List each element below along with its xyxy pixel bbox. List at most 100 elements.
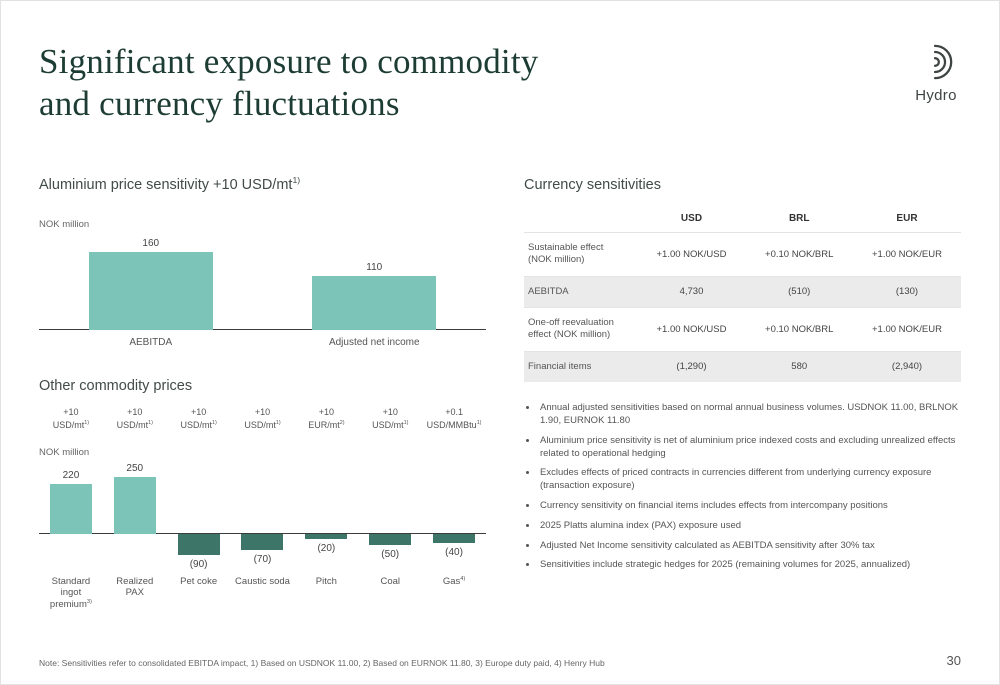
- chart-column: (50): [358, 462, 422, 574]
- chart-column: 160: [39, 236, 263, 332]
- unit-amount: +10: [318, 406, 334, 417]
- category-label: Pet coke: [180, 575, 218, 587]
- category-label-sup: 4): [460, 575, 466, 582]
- bar-value-label: (90): [189, 558, 208, 570]
- table-cell: +0.10 NOK/BRL: [765, 323, 834, 335]
- category-label: Gas4): [442, 575, 466, 587]
- bullet-item: Currency sensitivity on financial items …: [538, 500, 961, 513]
- unit-sup: 1): [476, 420, 482, 426]
- category-label: Standard ingot premium3): [49, 575, 92, 611]
- chart2-title: Other commodity prices: [39, 377, 193, 394]
- table-cell: 4,730: [679, 286, 704, 298]
- unit-amount: +0.1: [445, 406, 463, 417]
- bullet-item: Sensitivities include strategic hedges f…: [538, 559, 961, 572]
- category-label: Caustic soda: [235, 575, 290, 587]
- page-title-line2: and currency fluctuations: [39, 84, 400, 123]
- bar-pitch: [305, 533, 348, 539]
- chart1-axis-label: NOK million: [39, 219, 90, 230]
- row-label: Sustainable effect (NOK million): [528, 242, 604, 266]
- page-title-line1: Significant exposure to commodity: [39, 42, 539, 81]
- table-cell: (510): [788, 286, 811, 298]
- bullet-item: 2025 Platts alumina index (PAX) exposure…: [538, 520, 961, 533]
- unit-header: +10 EUR/mt2): [294, 406, 358, 433]
- unit-name: USD/mt1): [52, 420, 90, 430]
- chart-baseline: [39, 329, 486, 330]
- category-label: Coal: [380, 575, 400, 587]
- table-cell: (2,940): [891, 361, 923, 373]
- currency-table-title: Currency sensitivities: [524, 177, 661, 193]
- chart-column: 220: [39, 462, 103, 574]
- chart-baseline: [39, 532, 486, 534]
- column-header: BRL: [788, 213, 810, 224]
- slide-content: Aluminium price sensitivity +10 USD/mt1)…: [1, 176, 999, 612]
- bar-value-label: (20): [317, 542, 336, 554]
- table-cell: +0.10 NOK/BRL: [765, 248, 834, 260]
- bar-adjusted-net-income: [312, 276, 437, 330]
- table-cell: +1.00 NOK/USD: [656, 323, 727, 335]
- unit-sup: 1): [275, 420, 281, 426]
- unit-name: USD/mt1): [180, 420, 217, 430]
- commodity-prices-chart: NOK million 220 250 (90) (70) (20) (50) (40) St…: [39, 447, 486, 612]
- category-row: Standard ingot premium3) Realized PAX Pet …: [39, 575, 486, 612]
- row-label: AEBITDA: [528, 285, 569, 297]
- chart-column: (40): [422, 462, 486, 574]
- chart-plot-area: 160 110: [39, 236, 486, 332]
- bullet-item: Annual adjusted sensitivities based on n…: [538, 402, 961, 428]
- row-label: Financial items: [528, 360, 592, 372]
- currency-column: Currency sensitivities USD BRL EUR Sustaina…: [524, 177, 961, 611]
- table-cell: 580: [791, 361, 808, 373]
- bar-value-label: (70): [253, 553, 272, 565]
- currency-table: USD BRL EUR Sustainable effect (NOK million…: [524, 209, 961, 383]
- bar-value-label: 220: [62, 469, 80, 481]
- category-label-sup: 3): [86, 599, 92, 606]
- slide-footnote: Note: Sensitivities refer to consolidate…: [39, 658, 605, 668]
- table-header-row: USD BRL EUR: [524, 209, 961, 232]
- unit-amount: +10: [127, 406, 143, 417]
- column-header: EUR: [896, 213, 918, 224]
- unit-amount: +10: [382, 406, 398, 417]
- table-row: Financial items (1,290) 580 (2,940): [524, 350, 961, 383]
- unit-amount: +10: [63, 406, 79, 417]
- unit-header: +0.1 USD/MMBtu1): [422, 406, 486, 433]
- bar-aebitda: [88, 252, 213, 330]
- unit-sup: 1): [403, 420, 409, 426]
- hydro-logo-text: Hydro: [915, 87, 957, 104]
- category-label: Adjusted net income: [328, 337, 420, 348]
- table-row: AEBITDA 4,730 (510) (130): [524, 275, 961, 308]
- bar-gas: [433, 533, 476, 543]
- aluminium-sensitivity-section: Aluminium price sensitivity +10 USD/mt1)…: [39, 176, 486, 350]
- bullet-item: Aluminium price sensitivity is net of al…: [538, 435, 961, 461]
- bar-value-label: (50): [381, 548, 400, 560]
- slide-footer: Note: Sensitivities refer to consolidate…: [39, 653, 961, 668]
- unit-name: USD/mt1): [372, 420, 409, 430]
- category-label: Realized PAX: [116, 575, 154, 599]
- hydro-logo-icon: [915, 44, 957, 85]
- page-number: 30: [946, 653, 961, 668]
- bullet-item: Excludes effects of priced contracts in …: [538, 467, 961, 493]
- charts-column: Aluminium price sensitivity +10 USD/mt1)…: [39, 176, 486, 612]
- chart-plot-area: 220 250 (90) (70) (20) (50) (40): [39, 462, 486, 574]
- table-header-spacer: [524, 209, 638, 232]
- bar-value-label: 250: [126, 462, 144, 474]
- table-row: One-off reevaluation effect (NOK million…: [524, 307, 961, 351]
- hydro-logo: Hydro: [915, 43, 957, 104]
- unit-sup: 1): [148, 420, 153, 426]
- chart2-axis-label: NOK million: [39, 446, 90, 458]
- table-row: Sustainable effect (NOK million) +1.00 NO…: [524, 232, 961, 276]
- table-cell: +1.00 NOK/EUR: [872, 323, 942, 335]
- table-cell: (1,290): [676, 361, 707, 373]
- bar-value-label: 110: [366, 262, 383, 273]
- bar-value-label: 160: [142, 238, 160, 249]
- page-title: Significant exposure to commodity and cu…: [39, 41, 538, 125]
- chart-column: 250: [103, 462, 167, 574]
- bar-value-label: (40): [445, 546, 463, 558]
- unit-name: EUR/mt2): [308, 420, 345, 430]
- commodity-prices-section: Other commodity prices +10 USD/mt1) +10 USD…: [39, 378, 486, 612]
- bar-coal: [369, 533, 412, 545]
- category-label: AEBITDA: [129, 337, 173, 348]
- unit-amount: +10: [254, 406, 271, 417]
- category-row: AEBITDA Adjusted net income: [39, 337, 486, 350]
- commodity-units-row: +10 USD/mt1) +10 USD/mt1) +10 USD/mt1) +10 USD/…: [39, 406, 486, 433]
- unit-sup: 1): [212, 420, 217, 426]
- category-label: Pitch: [315, 575, 337, 587]
